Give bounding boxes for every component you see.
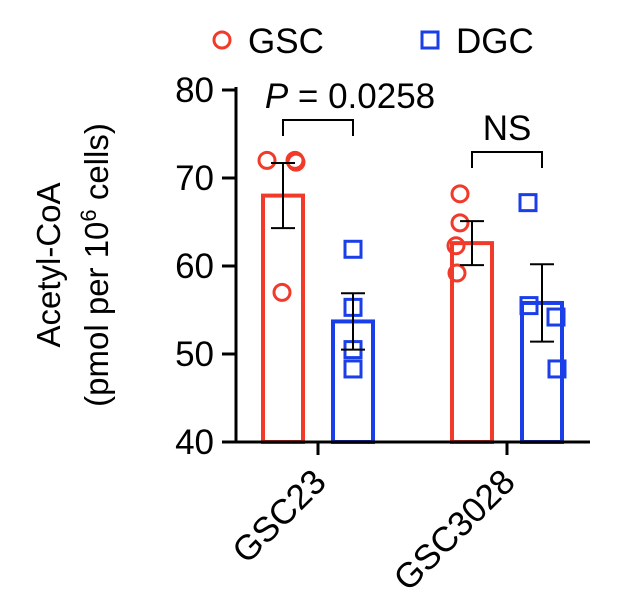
- p-value-label: P = 0.0258: [265, 77, 435, 116]
- x-tick-label: GSC3028: [386, 462, 522, 598]
- error-bars: [271, 162, 554, 351]
- ns-label: NS: [483, 109, 532, 148]
- y-axis-label: Acetyl-CoA (pmol per 106 cells): [30, 123, 115, 407]
- y-axis-label-line2: (pmol per 106 cells): [76, 123, 115, 407]
- data-point: [450, 184, 470, 204]
- data-point: [343, 359, 363, 379]
- legend-label-dgc: DGC: [456, 22, 534, 61]
- legend-label-gsc: GSC: [248, 22, 324, 61]
- y-axis: 40 50 60 70 80: [175, 71, 238, 462]
- legend-marker-dgc: [420, 30, 440, 50]
- data-point: [272, 282, 292, 302]
- bar-gsc-gsc23: [261, 193, 305, 444]
- y-tick-label: 50: [175, 335, 214, 374]
- data-point: [518, 193, 538, 213]
- y-tick-label: 80: [175, 71, 214, 110]
- significance-bracket: [282, 119, 354, 136]
- legend-marker-gsc: [212, 30, 232, 50]
- data-point: [519, 296, 539, 316]
- data-point: [446, 236, 466, 256]
- data-point: [546, 307, 566, 327]
- y-tick-label: 60: [175, 247, 214, 286]
- annotations: P = 0.0258 NS: [265, 77, 543, 168]
- y-axis-label-line1: Acetyl-CoA: [30, 182, 67, 347]
- data-point: [450, 213, 470, 233]
- data-point: [547, 359, 567, 379]
- legend: GSC DGC: [212, 22, 534, 61]
- data-point: [257, 150, 277, 170]
- x-tick-label: GSC23: [225, 462, 334, 571]
- bars: [261, 193, 564, 444]
- data-point: [343, 239, 363, 259]
- data-point: [447, 263, 467, 283]
- y-tick-label: 70: [175, 159, 214, 198]
- y-tick-label: 40: [175, 423, 214, 462]
- x-axis: GSC23 GSC3028: [225, 440, 590, 598]
- significance-bracket: [471, 151, 543, 168]
- bar-gsc-gsc3028: [450, 241, 494, 444]
